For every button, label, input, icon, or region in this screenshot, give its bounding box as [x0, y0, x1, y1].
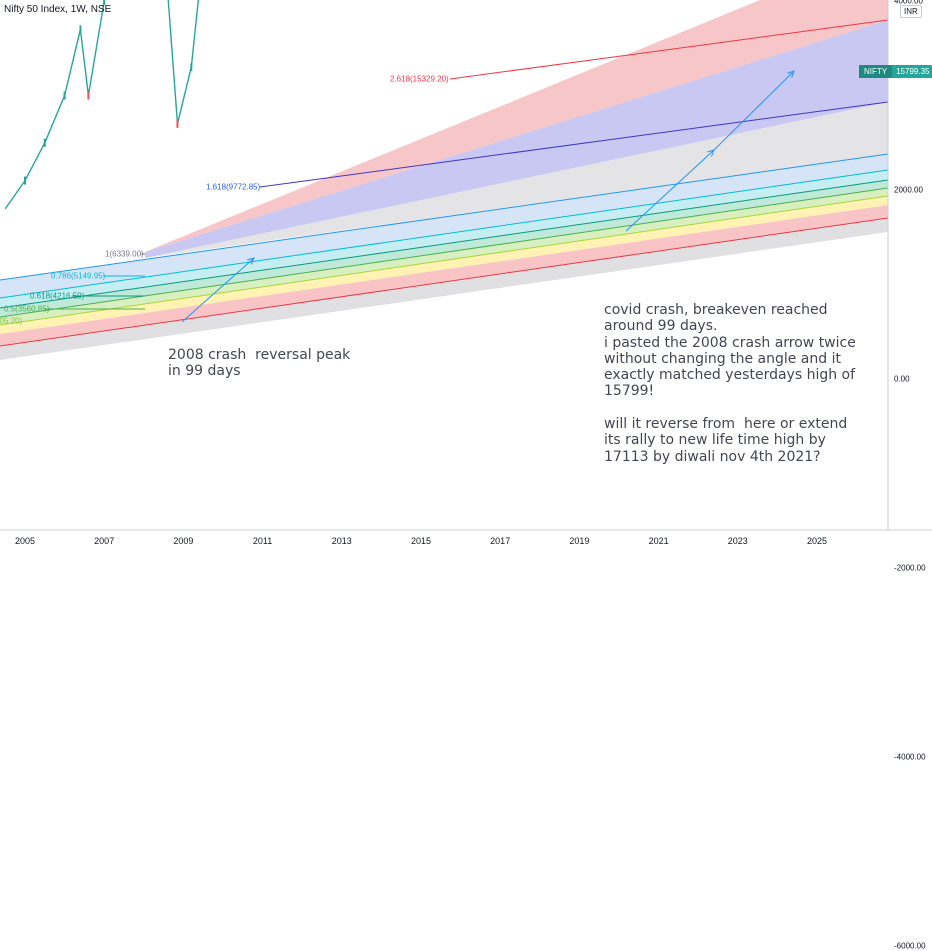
axes: [0, 0, 932, 550]
y-tick-label: 0.00: [894, 374, 910, 384]
fib-line-2618: [449, 19, 889, 80]
arrow-covid-second-head: [787, 70, 795, 78]
zone-red: [0, 205, 888, 346]
fib-level-lines: [44, 253, 145, 310]
x-tick-label: 2005: [14, 536, 36, 546]
channel-line-green: [0, 187, 889, 318]
channel-line-red: [0, 217, 889, 347]
fib-label-2618: 2.618(15329.20): [390, 74, 449, 84]
zone-green: [0, 180, 888, 317]
note-2008-crash: 2008 crash reversal peak in 99 days: [168, 347, 351, 379]
y-tick-label: 2000.00: [894, 185, 923, 195]
currency-label[interactable]: INR: [900, 5, 922, 18]
fib-label-1: 1(6339.00): [105, 249, 144, 259]
x-tick-label: 2023: [727, 536, 748, 546]
channel-line-yellowgreen: [0, 195, 889, 326]
fib-label-0786: 0.786(5149.95): [51, 271, 106, 281]
arrow-covid-second: [713, 70, 795, 151]
zone-pink: [145, 0, 888, 252]
fib-label-0618: 0.618(4216.50): [30, 291, 85, 301]
x-tick-label: 2025: [806, 536, 828, 546]
arrow-covid-first: [625, 149, 715, 232]
x-tick-label: 2009: [173, 536, 194, 546]
zone-light-green: [0, 188, 888, 325]
y-tick-label: -2000.00: [894, 563, 926, 573]
arrow-2008-crash: [181, 257, 255, 323]
zone-blue: [0, 154, 888, 298]
fib-label-05: 0.5(3560.85): [4, 304, 50, 314]
channel-line-teal: [0, 179, 889, 309]
y-axis-panel: [888, 0, 932, 550]
zone-base-grey: [0, 218, 888, 360]
y-tick-label: 4000.00: [894, 0, 923, 6]
last-price-tag: NIFTY 15799.35: [859, 65, 932, 78]
x-tick-label: 2019: [569, 536, 590, 546]
trend-arrows: [181, 70, 795, 323]
fib-label-1618: 1.618(9772.85): [206, 182, 261, 192]
x-tick-label: 2011: [252, 536, 273, 546]
last-price-value: 15799.35: [896, 67, 930, 76]
zone-cyan: [0, 170, 888, 308]
channel-line-blue: [0, 153, 889, 281]
zone-purple: [145, 20, 888, 258]
y-tick-label: -6000.00: [894, 941, 926, 951]
x-axis-panel: [0, 530, 932, 550]
zone-yellow: [0, 196, 888, 334]
arrow-2008-crash-head: [247, 257, 255, 265]
price-chart[interactable]: [0, 0, 932, 550]
symbol-label: NIFTY: [859, 65, 893, 78]
y-tick-label: -4000.00: [894, 752, 926, 762]
channel-line-cyan: [0, 169, 889, 299]
price-series: [4, 0, 200, 210]
x-tick-label: 2013: [331, 536, 352, 546]
chart-title: Nifty 50 Index, 1W, NSE: [4, 4, 112, 15]
fib-line-1618: [259, 101, 889, 188]
x-tick-label: 2021: [648, 536, 669, 546]
fib-label-0382: 0.382(2905.20): [0, 316, 23, 326]
x-tick-label: 2017: [490, 536, 511, 546]
note-covid-crash: covid crash, breakeven reached around 99…: [604, 302, 856, 465]
fib-fan-zones: [0, 0, 889, 360]
x-tick-label: 2015: [410, 536, 432, 546]
x-tick-label: 2007: [94, 536, 115, 546]
